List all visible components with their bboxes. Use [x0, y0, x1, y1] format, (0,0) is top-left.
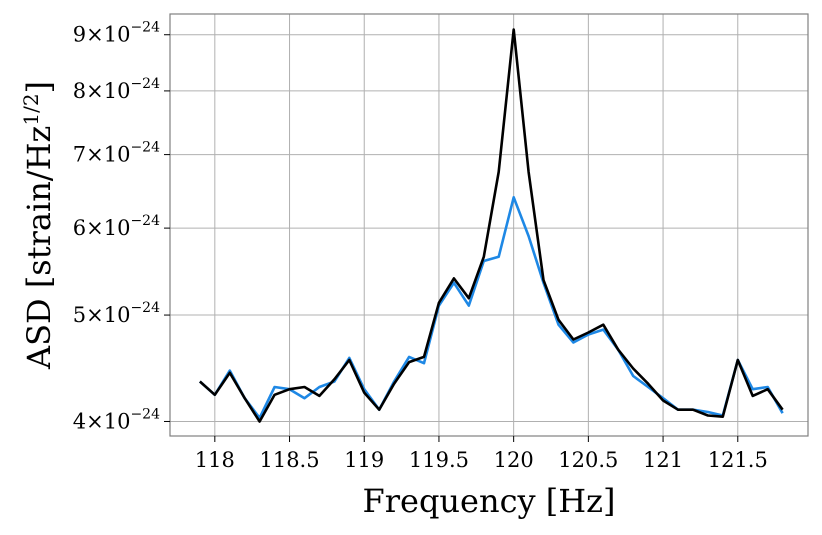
- series-line-1: [199, 196, 784, 420]
- y-tick-label: 8×10−24: [73, 76, 160, 103]
- x-tick-label: 120.5: [558, 448, 618, 472]
- y-tick-exponent: −24: [130, 300, 160, 316]
- y-tick-exponent: −24: [130, 20, 160, 36]
- x-tick-label: 119.5: [409, 448, 469, 472]
- y-axis-title-exponent: 1/2: [19, 93, 43, 125]
- x-tick-label: 118.5: [259, 448, 319, 472]
- y-axis-title: ASD [strain/Hz1/2]: [19, 81, 58, 370]
- y-tick-mantissa: 6×10: [73, 216, 131, 240]
- x-tick-label: 121: [643, 448, 683, 472]
- y-tick-exponent: −24: [130, 406, 160, 422]
- x-axis-title: Frequency [Hz]: [363, 482, 616, 520]
- y-tick-exponent: −24: [130, 213, 160, 229]
- grid: [170, 14, 808, 436]
- y-tick-label: 9×10−24: [73, 20, 160, 47]
- y-axis-title-main: ASD [strain/Hz: [20, 126, 58, 370]
- y-tick-label: 5×10−24: [73, 300, 160, 327]
- x-tick-label: 119: [344, 448, 384, 472]
- series-lines: [199, 28, 784, 423]
- y-tick-exponent: −24: [130, 76, 160, 92]
- x-tick-label: 121.5: [708, 448, 768, 472]
- y-tick-mantissa: 4×10: [73, 409, 131, 433]
- x-tick-label: 120: [494, 448, 534, 472]
- y-tick-label: 6×10−24: [73, 213, 160, 240]
- y-tick-labels: 4×10−245×10−246×10−247×10−248×10−249×10−…: [73, 20, 170, 433]
- plot-frame: [169, 13, 809, 437]
- x-tick-labels: 118 118.5 119 119.5 120 120.5 121 121.5: [195, 436, 768, 472]
- y-axis-title-close: ]: [20, 81, 58, 93]
- y-tick-mantissa: 9×10: [73, 23, 131, 47]
- y-tick-mantissa: 8×10: [73, 79, 131, 103]
- y-tick-label: 7×10−24: [73, 140, 160, 167]
- y-tick-exponent: −24: [130, 140, 160, 156]
- y-tick-mantissa: 5×10: [73, 303, 131, 327]
- series-line-2: [199, 28, 784, 423]
- y-tick-label: 4×10−24: [73, 406, 160, 433]
- x-tick-label: 118: [195, 448, 235, 472]
- y-tick-mantissa: 7×10: [73, 143, 131, 167]
